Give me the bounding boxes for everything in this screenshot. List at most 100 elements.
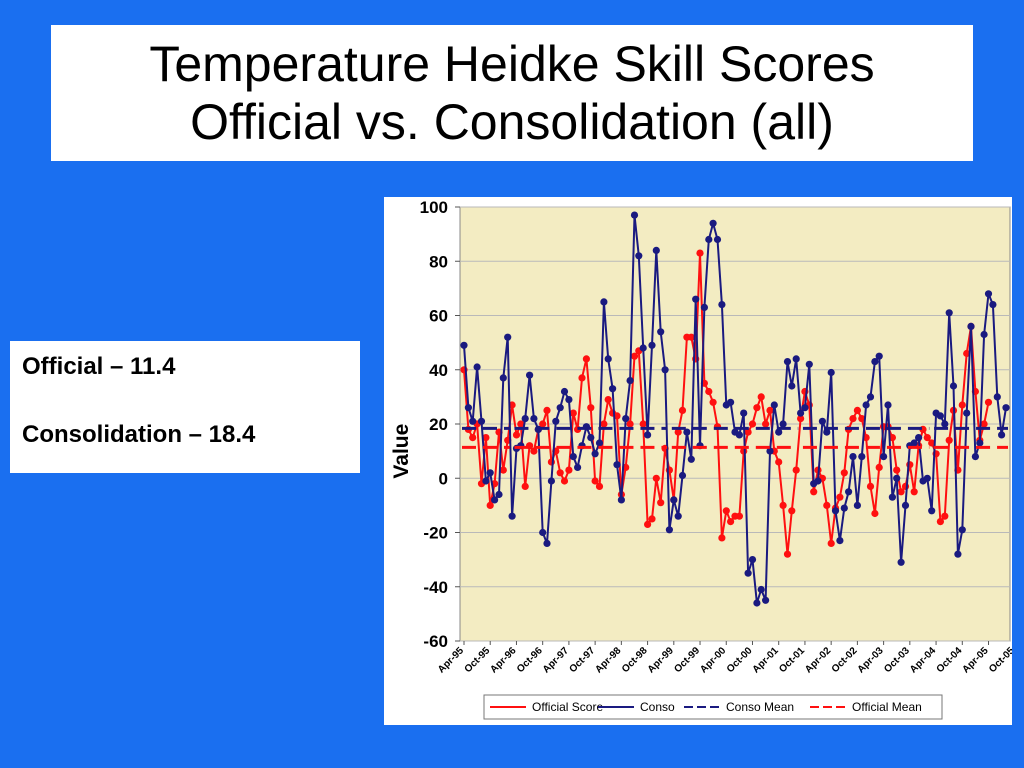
conso-point bbox=[998, 431, 1006, 439]
conso-point bbox=[587, 434, 595, 442]
official-stat: Official – 11.4 bbox=[22, 353, 176, 380]
official-score-point bbox=[482, 434, 490, 442]
conso-point bbox=[866, 393, 875, 401]
y-tick-label: -40 bbox=[423, 578, 448, 597]
official-score-point bbox=[556, 469, 564, 477]
conso-point bbox=[626, 377, 634, 385]
consolidation-stat: Consolidation – 18.4 bbox=[22, 421, 256, 448]
conso-point bbox=[556, 404, 564, 412]
y-tick-label: -60 bbox=[423, 632, 448, 651]
conso-point bbox=[613, 461, 621, 469]
conso-point bbox=[687, 455, 695, 463]
conso-point bbox=[477, 417, 486, 425]
official-score-point bbox=[587, 404, 595, 412]
conso-point bbox=[713, 235, 722, 244]
conso-point bbox=[727, 398, 735, 406]
x-tick-label: Oct-03 bbox=[882, 645, 912, 675]
y-tick-label: 20 bbox=[429, 415, 448, 434]
official-score-point bbox=[600, 420, 608, 428]
official-score-point bbox=[709, 398, 717, 406]
chart-frame: 100 80 60 40 20 0 -20 -40 -60 Value Apr-95 Oct-95 Ap… bbox=[384, 197, 1012, 725]
conso-point bbox=[692, 295, 700, 303]
x-tick-label: Apr-01 bbox=[751, 645, 781, 675]
official-score-point bbox=[875, 463, 883, 471]
conso-point bbox=[700, 303, 708, 311]
official-score-point bbox=[936, 518, 945, 526]
conso-point bbox=[609, 385, 617, 393]
official-score-point bbox=[578, 374, 586, 382]
official-score-point bbox=[775, 458, 783, 466]
x-tick-label: Oct-00 bbox=[725, 645, 755, 675]
conso-point bbox=[788, 382, 796, 390]
conso-point bbox=[622, 415, 630, 423]
official-score-point bbox=[897, 488, 905, 496]
official-score-point bbox=[923, 434, 931, 442]
official-score-point bbox=[604, 396, 612, 404]
x-tick-label: Oct-98 bbox=[620, 645, 650, 675]
conso-point bbox=[984, 290, 993, 298]
conso-point bbox=[923, 474, 931, 482]
x-tick-label: Apr-04 bbox=[908, 645, 938, 675]
x-tick-label: Apr-98 bbox=[593, 645, 623, 675]
conso-point bbox=[901, 501, 910, 509]
official-score-point bbox=[582, 355, 590, 363]
official-score-point bbox=[866, 482, 875, 490]
official-score-point bbox=[469, 434, 477, 442]
conso-point bbox=[888, 493, 896, 501]
conso-point bbox=[762, 596, 770, 604]
conso-point bbox=[574, 463, 582, 471]
conso-point bbox=[1002, 404, 1010, 412]
official-score-point bbox=[521, 482, 529, 490]
conso-point bbox=[460, 341, 468, 349]
y-tick-label: 60 bbox=[429, 307, 448, 326]
conso-point bbox=[753, 599, 761, 607]
official-score-point bbox=[823, 501, 831, 509]
official-score-point bbox=[792, 466, 800, 474]
skill-score-chart: 100806040200-20-40-60ValueApr-95Oct-95Ap… bbox=[390, 198, 1012, 720]
legend-label: Official Mean bbox=[852, 700, 922, 714]
x-tick-label: Apr-96 bbox=[488, 645, 518, 675]
conso-point bbox=[630, 211, 639, 219]
official-score-point bbox=[560, 477, 569, 485]
official-score-point bbox=[788, 507, 796, 515]
y-tick-label: 80 bbox=[429, 252, 448, 271]
conso-point bbox=[569, 453, 577, 461]
conso-point bbox=[845, 488, 853, 496]
official-score-point bbox=[849, 415, 857, 423]
conso-point bbox=[652, 246, 660, 254]
official-score-point bbox=[748, 420, 757, 428]
conso-point bbox=[897, 558, 905, 566]
conso-point bbox=[827, 368, 835, 377]
conso-point bbox=[495, 490, 503, 499]
conso-point bbox=[910, 439, 918, 447]
x-tick-label: Oct-05 bbox=[987, 645, 1012, 675]
conso-point bbox=[967, 322, 975, 330]
official-score-point bbox=[783, 550, 792, 558]
conso-point bbox=[665, 526, 673, 534]
conso-point bbox=[644, 431, 652, 439]
x-tick-label: Oct-95 bbox=[463, 645, 493, 675]
conso-point bbox=[989, 301, 997, 309]
conso-point bbox=[880, 453, 888, 461]
conso-point bbox=[735, 431, 743, 439]
official-score-point bbox=[626, 420, 634, 428]
official-score-point bbox=[735, 512, 743, 520]
official-score-point bbox=[648, 515, 656, 523]
x-tick-label: Oct-99 bbox=[672, 645, 702, 675]
slide-title-line-2: Official vs. Consolidation (all) bbox=[190, 94, 834, 150]
official-score-point bbox=[705, 387, 713, 396]
official-score-point bbox=[543, 406, 551, 414]
official-score-point bbox=[762, 420, 770, 428]
official-score-point bbox=[827, 539, 835, 547]
conso-point bbox=[993, 393, 1001, 401]
official-score-point bbox=[569, 409, 577, 417]
conso-point bbox=[740, 409, 748, 417]
conso-point bbox=[543, 539, 551, 547]
official-score-point bbox=[928, 439, 936, 447]
legend-label: Conso bbox=[640, 700, 675, 714]
official-score-point bbox=[639, 420, 647, 428]
official-score-point bbox=[657, 499, 665, 507]
conso-point bbox=[482, 477, 490, 485]
official-score-point bbox=[539, 420, 547, 428]
conso-point bbox=[801, 404, 809, 412]
